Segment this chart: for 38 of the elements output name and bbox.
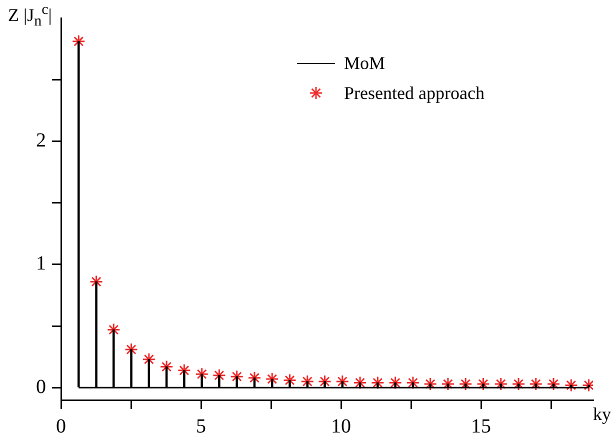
y-tick-label: 2 (36, 129, 46, 152)
legend-label: MoM (344, 52, 386, 74)
point (90, 274, 104, 288)
point (458, 377, 472, 391)
point (72, 34, 86, 48)
point (124, 342, 138, 356)
y-tick-label: 1 (36, 252, 46, 275)
point (265, 372, 279, 386)
x-tick-label: 10 (331, 415, 351, 438)
point (142, 352, 156, 366)
point (512, 377, 526, 391)
point (494, 377, 508, 391)
point (195, 367, 209, 381)
point (406, 376, 420, 390)
point (230, 370, 244, 384)
point (318, 374, 332, 388)
x-tick-label: 15 (471, 415, 491, 438)
point (546, 377, 560, 391)
point (476, 377, 490, 391)
point (388, 376, 402, 390)
point (424, 377, 438, 391)
point (248, 371, 262, 385)
point (300, 374, 314, 388)
point (353, 376, 367, 390)
y-axis-title: Z |J$_{n}$$^{c}$| (8, 2, 52, 31)
point (564, 378, 578, 392)
point (441, 377, 455, 391)
legend-label: Presented approach (344, 82, 484, 104)
point (370, 376, 384, 390)
y-tick-label: 0 (36, 376, 46, 398)
point (529, 377, 543, 391)
x-axis-title: ky (593, 404, 611, 425)
point (160, 360, 174, 374)
point (177, 364, 191, 378)
x-tick-label: 0 (56, 415, 66, 438)
point (212, 368, 226, 382)
point (336, 374, 350, 388)
x-tick-label: 5 (196, 415, 206, 438)
